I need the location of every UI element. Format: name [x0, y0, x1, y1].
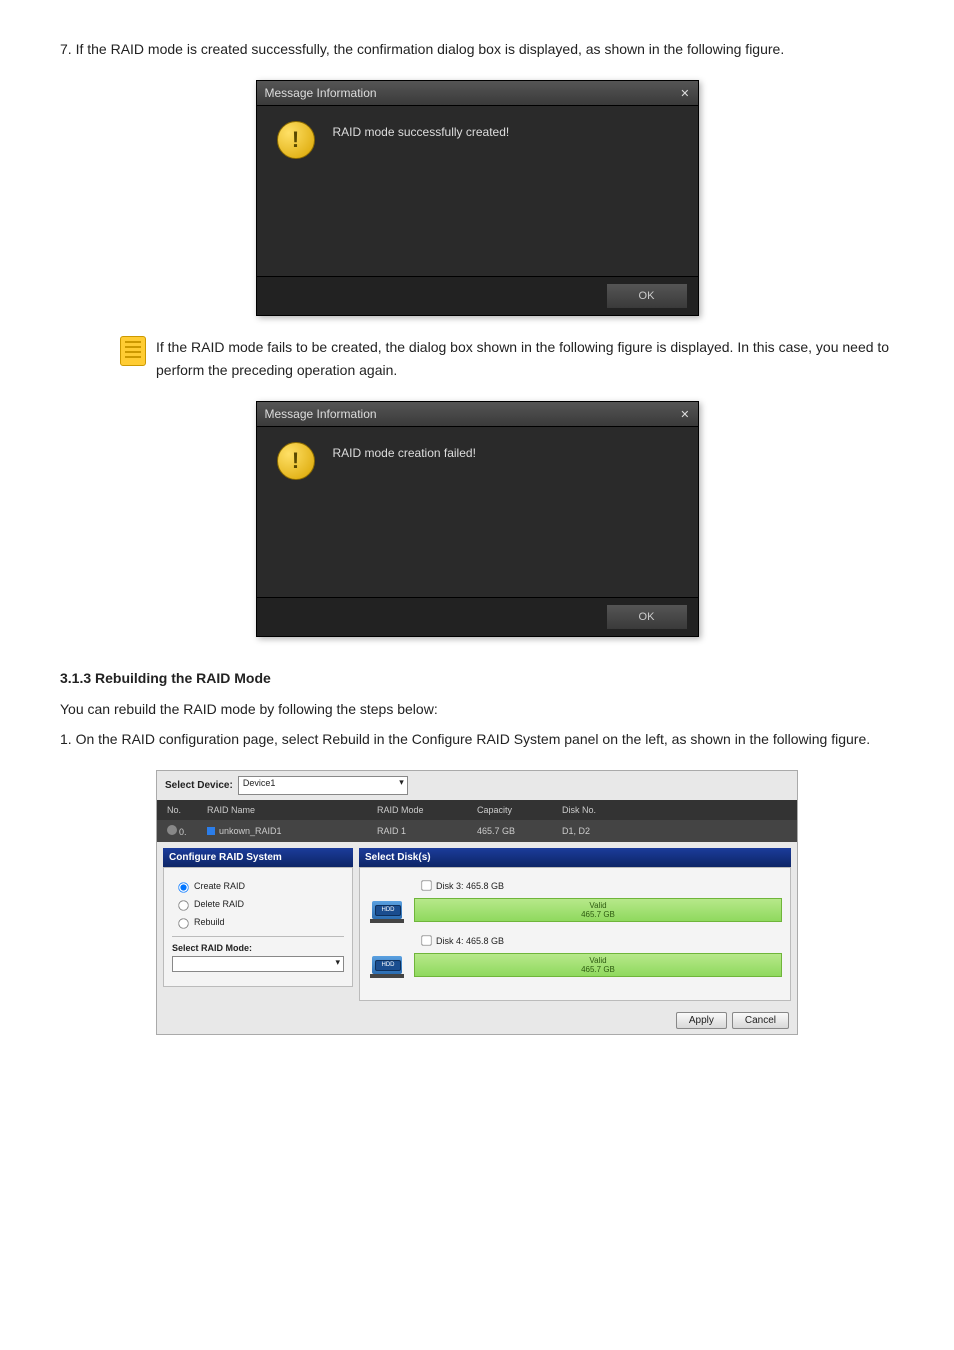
- row-disk: D1, D2: [562, 826, 662, 836]
- apply-button[interactable]: Apply: [676, 1012, 727, 1029]
- note-text: If the RAID mode fails to be created, th…: [156, 336, 894, 381]
- dialog-title: Message Information: [265, 86, 377, 100]
- device-select[interactable]: Device1: [238, 776, 408, 795]
- dialog-message: RAID mode creation failed!: [333, 446, 476, 582]
- disk-3-bar: Valid 465.7 GB: [414, 898, 782, 922]
- disk-3-label: Disk 3: 465.8 GB: [436, 881, 504, 891]
- raid-mode-label: Select RAID Mode:: [172, 943, 344, 953]
- col-no: No.: [167, 805, 207, 815]
- hdd-icon: HDD: [368, 897, 406, 923]
- select-device-label: Select Device:: [165, 780, 233, 791]
- dialog-title: Message Information: [265, 407, 377, 421]
- status-icon: [207, 827, 215, 835]
- configure-panel-title: Configure RAID System: [163, 848, 353, 867]
- row-no: 0.: [179, 827, 187, 837]
- failed-dialog: Message Information ✕ ! RAID mode creati…: [256, 401, 699, 637]
- success-dialog: Message Information ✕ ! RAID mode succes…: [256, 80, 699, 316]
- row-cap: 465.7 GB: [477, 826, 562, 836]
- section-title: Rebuilding the RAID Mode: [95, 670, 271, 686]
- raid-config-panel: Select Device: Device1 No. RAID Name RAI…: [156, 770, 798, 1035]
- disk-3-block: Disk 3: 465.8 GB HDD Valid 465.7 GB: [368, 876, 782, 923]
- row-name: unkown_RAID1: [219, 826, 282, 836]
- cancel-button[interactable]: Cancel: [732, 1012, 789, 1029]
- close-icon[interactable]: ✕: [680, 87, 689, 100]
- disk-4-label: Disk 4: 465.8 GB: [436, 936, 504, 946]
- warning-icon: !: [277, 121, 315, 159]
- disk-4-block: Disk 4: 465.8 GB HDD Valid 465.7 GB: [368, 931, 782, 978]
- section-number: 3.1.3: [60, 670, 91, 686]
- col-mode: RAID Mode: [377, 805, 477, 815]
- select-disks-title: Select Disk(s): [359, 848, 791, 867]
- hdd-icon: HDD: [368, 952, 406, 978]
- step-7-text: 7. If the RAID mode is created successfu…: [60, 38, 894, 60]
- section-desc: You can rebuild the RAID mode by followi…: [60, 698, 894, 720]
- disk-4-bar: Valid 465.7 GB: [414, 953, 782, 977]
- step-1-text: 1. On the RAID configuration page, selec…: [60, 728, 894, 750]
- dialog-message: RAID mode successfully created!: [333, 125, 510, 261]
- col-cap: Capacity: [477, 805, 562, 815]
- radio-create[interactable]: Create RAID: [172, 878, 344, 894]
- note-icon: [120, 336, 146, 366]
- table-row[interactable]: 0. unkown_RAID1 RAID 1 465.7 GB D1, D2: [157, 820, 797, 842]
- ok-button[interactable]: OK: [606, 283, 688, 309]
- ok-button[interactable]: OK: [606, 604, 688, 630]
- disk-4-checkbox[interactable]: [421, 936, 431, 946]
- table-header: No. RAID Name RAID Mode Capacity Disk No…: [157, 800, 797, 820]
- raid-mode-select[interactable]: [172, 956, 344, 972]
- radio-rebuild[interactable]: Rebuild: [172, 914, 344, 930]
- radio-delete[interactable]: Delete RAID: [172, 896, 344, 912]
- row-mode: RAID 1: [377, 826, 477, 836]
- col-name: RAID Name: [207, 805, 377, 815]
- disk-3-checkbox[interactable]: [421, 881, 431, 891]
- close-icon[interactable]: ✕: [680, 408, 689, 421]
- col-disk: Disk No.: [562, 805, 662, 815]
- warning-icon: !: [277, 442, 315, 480]
